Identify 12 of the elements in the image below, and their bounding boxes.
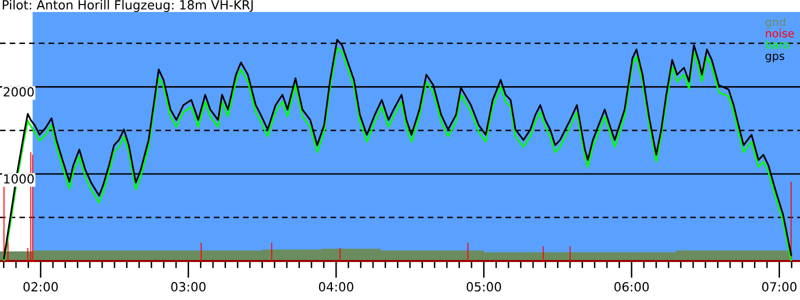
x-tick-label: 05:00	[466, 282, 502, 292]
x-tick-label: 06:00	[614, 282, 649, 292]
y-tick-label: 2000	[4, 87, 34, 97]
text: gnd	[766, 18, 786, 28]
x-tick-label: 04:00	[318, 282, 354, 292]
chart-title: Pilot: Anton Horill Flugzeug: 18m VH-KRJ	[2, 0, 253, 12]
x-tick-label: 02:00	[23, 282, 58, 292]
text: noise	[766, 28, 794, 38]
x-tick-label: 03:00	[171, 282, 206, 292]
x-tick-label: 07:00	[762, 282, 796, 292]
text: gps	[766, 54, 784, 62]
text: baro	[766, 40, 790, 49]
